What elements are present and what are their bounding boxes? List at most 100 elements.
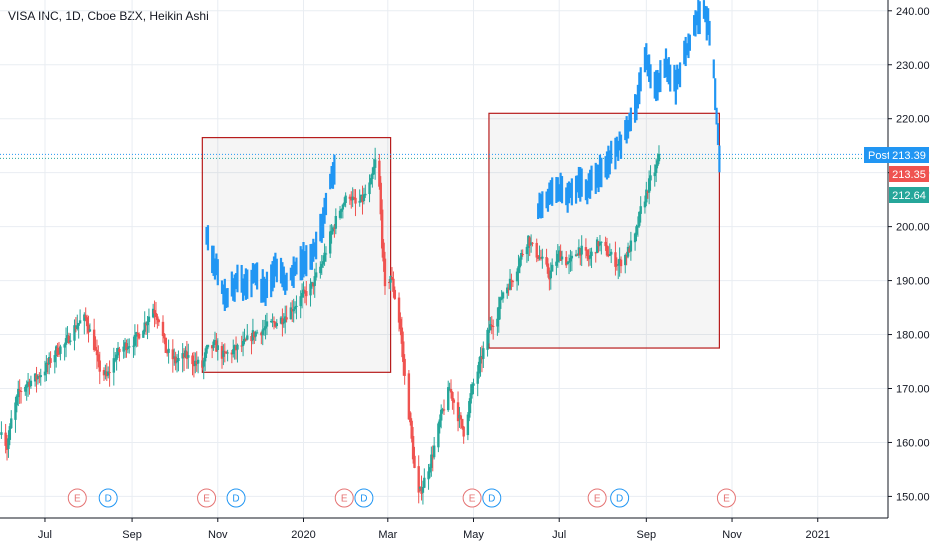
candle-body [56, 347, 59, 355]
candle-body [362, 194, 366, 202]
candle-body [462, 426, 465, 437]
candle-body [240, 345, 243, 347]
candle-body [361, 195, 364, 202]
candle-body [657, 153, 661, 162]
candle-body [590, 251, 593, 257]
candle-body [548, 272, 551, 280]
candle-body [181, 353, 184, 359]
candle-body [459, 415, 463, 420]
candle-body [299, 296, 302, 307]
candle-body [617, 264, 620, 266]
candle-body [388, 282, 391, 284]
candle-body [166, 350, 169, 354]
candle-body [84, 315, 87, 318]
candle-body [87, 324, 90, 333]
candle-body [541, 256, 544, 259]
candle-body [14, 402, 17, 420]
candle-body [330, 230, 333, 235]
candle-body [351, 196, 354, 201]
candle-body [59, 346, 62, 354]
candle-body [400, 327, 404, 344]
candle-body [215, 340, 218, 352]
candle-body [535, 242, 538, 258]
candle-body [619, 259, 623, 267]
chart-title: VISA INC, 1D, Cboe BZX, Heikin Ashi [8, 9, 209, 23]
candle-body [372, 166, 375, 175]
candle-body [201, 360, 204, 368]
candle-body [607, 254, 610, 257]
candle-body [402, 341, 405, 362]
candle-body [105, 371, 108, 377]
candle-body [595, 239, 599, 254]
candle-body [649, 175, 652, 181]
candle-body [47, 357, 51, 365]
candle-body [352, 197, 356, 199]
candle-body [527, 235, 530, 248]
candle-body [15, 395, 19, 406]
candle-body [260, 332, 263, 336]
candle-body [212, 341, 215, 348]
dividend-marker [98, 488, 118, 508]
candle-body [354, 197, 357, 204]
candle-body [447, 387, 450, 411]
candle-body [173, 356, 176, 358]
candle-body [369, 178, 373, 185]
candle-body [518, 258, 522, 268]
candle-body [432, 445, 436, 458]
candle-body [469, 393, 472, 404]
y-tick-label: 150.00 [896, 491, 930, 503]
candle-body [407, 373, 411, 420]
candle-body [525, 246, 529, 255]
candle-body [118, 348, 121, 353]
candle-body [586, 250, 589, 257]
candle-body [73, 325, 76, 341]
candle-body [468, 401, 471, 418]
candle-body [510, 280, 513, 282]
candle-body [92, 329, 96, 350]
dividend-marker [482, 488, 502, 508]
candle-body [35, 374, 38, 380]
candle-body [292, 308, 295, 312]
candle-body [320, 263, 323, 268]
candle-body [643, 201, 647, 208]
candle-body [255, 332, 259, 334]
candle-body [182, 353, 186, 358]
candle-body [636, 225, 640, 228]
candle-body [343, 202, 346, 206]
candle-body [500, 298, 503, 300]
candle-body [192, 362, 196, 367]
candle-body [285, 317, 288, 320]
candle-body [517, 266, 520, 274]
candle-body [427, 471, 430, 480]
candle-body [348, 196, 352, 199]
candle-body [46, 364, 49, 366]
candle-body [289, 307, 293, 320]
candle-body [451, 391, 454, 401]
candle-body [409, 412, 412, 423]
candle-body [210, 345, 214, 349]
candle-body [371, 173, 374, 180]
candle-body [418, 486, 422, 489]
candle-body [380, 209, 384, 249]
candle-body [470, 384, 474, 395]
price-tag-box [889, 187, 929, 203]
candle-body [486, 329, 489, 350]
dividend-marker-label: D [360, 494, 367, 505]
candle-body [559, 251, 562, 261]
candle-body [506, 287, 509, 294]
candle-body [403, 358, 406, 376]
y-tick-label: 230.00 [896, 60, 930, 72]
candle-body [624, 254, 627, 266]
candle-body [438, 419, 441, 428]
candle-body [185, 351, 189, 359]
candle-body [633, 233, 637, 243]
candle-body [177, 358, 180, 362]
candle-body [116, 347, 120, 356]
candle-body [449, 389, 453, 393]
candle-body [413, 455, 416, 468]
candle-body [626, 246, 630, 257]
candle-body [539, 257, 543, 259]
candle-body [244, 339, 248, 341]
candle-body [254, 332, 257, 337]
